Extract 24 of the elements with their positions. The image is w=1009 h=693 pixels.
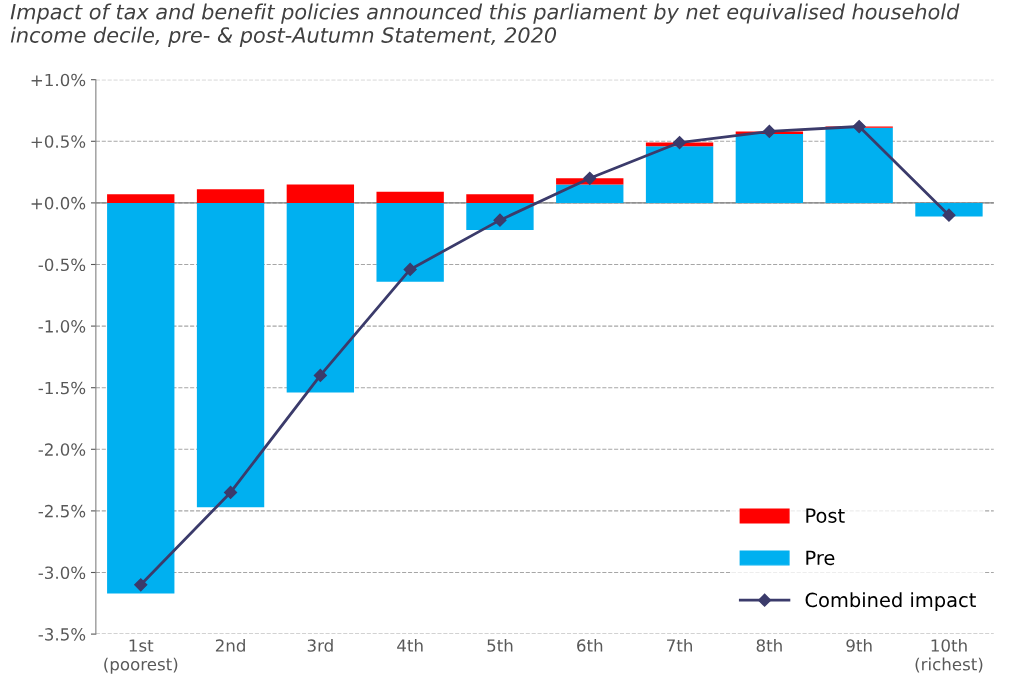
- x-tick-label: 5th: [487, 638, 513, 652]
- y-tick-label: -3.5%: [38, 628, 86, 641]
- x-tick-label: 1st (poorest): [104, 639, 178, 674]
- chart-title: Impact of tax and benefit policies announced this parliament by net equivalised household income decile, pre- & post-Autumn Statement, 2020: [10, 3, 960, 47]
- y-tick-label: -3.0%: [38, 566, 86, 580]
- y-tick-label: -1.5%: [38, 381, 86, 395]
- legend-label: Post: [806, 508, 845, 523]
- y-tick-label: +1.0%: [31, 73, 86, 87]
- x-tick-label: 8th: [756, 638, 782, 652]
- y-tick-label: +0.5%: [31, 135, 86, 148]
- y-tick-label: -2.5%: [38, 504, 86, 518]
- y-tick-label: -0.5%: [38, 258, 86, 272]
- y-tick-label: -1.0%: [38, 320, 86, 333]
- legend-label: Pre: [806, 550, 835, 566]
- x-tick-label: 4th: [397, 638, 423, 652]
- x-tick-label: 3rd: [307, 638, 333, 652]
- x-tick-label: 6th: [577, 638, 603, 652]
- x-tick-label: 7th: [667, 638, 692, 652]
- y-tick-label: +0.0%: [31, 196, 86, 210]
- x-tick-label: 10th (richest): [915, 638, 983, 673]
- x-tick-label: 2nd: [215, 638, 245, 652]
- legend-label: Combined impact: [805, 592, 976, 612]
- x-tick-label: 9th: [846, 638, 872, 652]
- y-tick-label: -2.0%: [38, 443, 86, 456]
